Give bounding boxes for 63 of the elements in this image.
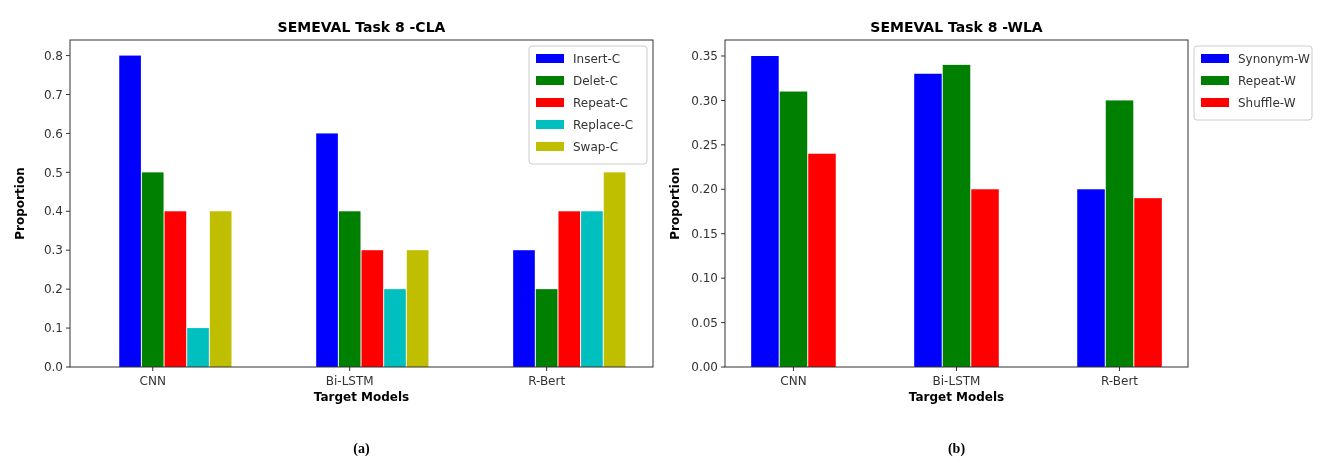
y-tick-label: 0.35 — [691, 49, 718, 64]
bar — [581, 211, 603, 367]
bar — [1105, 100, 1134, 367]
y-tick-label: 0.5 — [43, 165, 63, 180]
y-axis-title: Proportion — [668, 167, 682, 240]
chart-title: SEMEVAL Task 8 -CLA — [277, 19, 446, 35]
bar — [513, 250, 535, 367]
bar — [119, 55, 141, 367]
y-tick-label: 0.00 — [691, 360, 718, 375]
bar — [603, 172, 626, 367]
bar — [942, 64, 971, 367]
y-tick-label: 0.15 — [691, 226, 718, 241]
y-tick-label: 0.1 — [43, 321, 63, 336]
x-tick-label: CNN — [780, 374, 807, 388]
bar — [384, 289, 406, 367]
legend-label: Synonym-W — [1238, 52, 1310, 67]
bar — [535, 289, 558, 367]
legend-label: Shuffle-W — [1238, 96, 1296, 111]
bar — [361, 250, 384, 367]
chart-title: SEMEVAL Task 8 -WLA — [870, 19, 1043, 35]
legend-label: Insert-C — [573, 52, 621, 67]
y-tick-label: 0.7 — [43, 87, 63, 102]
y-tick-label: 0.25 — [691, 138, 718, 153]
bar — [558, 211, 581, 367]
bar — [779, 91, 808, 367]
legend-label: Repeat-W — [1238, 74, 1297, 89]
x-tick-label: Bi-LSTM — [325, 374, 374, 388]
bar — [316, 133, 338, 367]
bar — [187, 328, 209, 367]
legend-label: Swap-C — [573, 140, 619, 155]
text: (b) — [947, 441, 966, 457]
bar — [1134, 198, 1162, 367]
legend-label: Repeat-C — [573, 96, 628, 111]
x-axis-title: Target Models — [908, 390, 1005, 404]
y-tick-label: 0.3 — [43, 243, 63, 258]
x-tick-label: R-Bert — [1101, 374, 1139, 388]
bar — [1077, 189, 1105, 367]
bar — [209, 211, 232, 367]
bar — [971, 189, 999, 367]
x-axis-title: Target Models — [313, 390, 410, 404]
y-tick-label: 0.30 — [691, 93, 718, 108]
y-tick-label: 0.20 — [691, 182, 718, 197]
x-tick-label: R-Bert — [528, 374, 566, 388]
legend-label: Replace-C — [573, 118, 634, 133]
legend-label: Delet-C — [573, 74, 618, 89]
bar — [808, 153, 836, 367]
bar — [164, 211, 187, 367]
bar — [914, 73, 942, 367]
x-tick-label: CNN — [139, 374, 166, 388]
y-tick-label: 0.05 — [691, 315, 718, 330]
y-tick-label: 0.6 — [43, 126, 63, 141]
bar — [141, 172, 164, 367]
y-tick-label: 0.10 — [691, 271, 718, 286]
y-tick-label: 0.4 — [43, 204, 63, 219]
y-axis-title: Proportion — [13, 167, 27, 240]
y-tick-label: 0.0 — [43, 360, 63, 375]
y-tick-label: 0.2 — [43, 282, 63, 297]
text: (a) — [353, 441, 370, 457]
bar — [751, 55, 779, 367]
bar — [406, 250, 429, 367]
bar — [338, 211, 361, 367]
y-tick-label: 0.8 — [43, 48, 63, 63]
x-tick-label: Bi-LSTM — [932, 374, 981, 388]
